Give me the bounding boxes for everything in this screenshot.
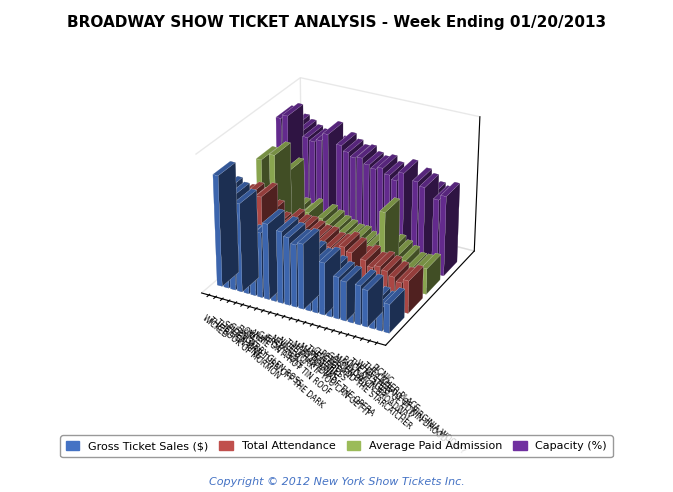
Text: Copyright © 2012 New York Show Tickets Inc.: Copyright © 2012 New York Show Tickets I… — [209, 477, 464, 487]
Legend: Gross Ticket Sales ($), Total Attendance, Average Paid Admission, Capacity (%): Gross Ticket Sales ($), Total Attendance… — [61, 435, 612, 457]
Text: BROADWAY SHOW TICKET ANALYSIS - Week Ending 01/20/2013: BROADWAY SHOW TICKET ANALYSIS - Week End… — [67, 15, 606, 30]
